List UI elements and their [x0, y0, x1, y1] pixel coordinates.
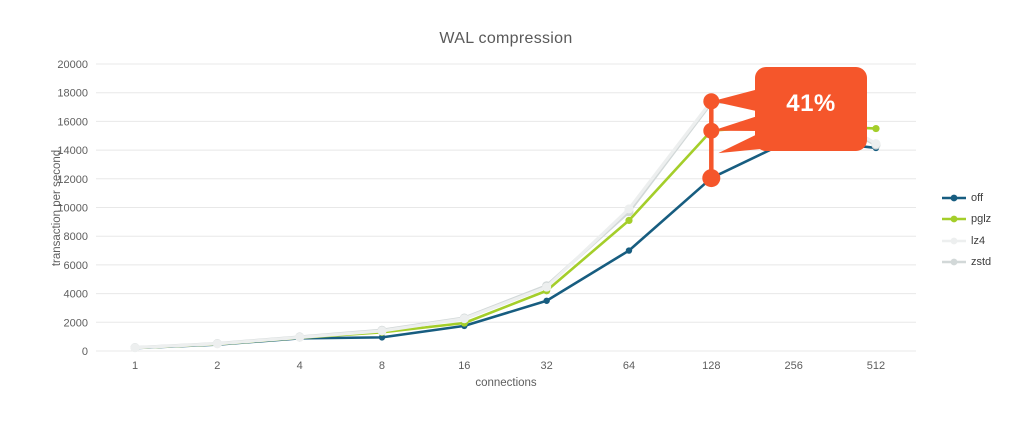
annotation-callout: 41% — [755, 67, 867, 151]
legend-marker-pglz — [942, 215, 966, 223]
y-tick-label: 12000 — [57, 174, 88, 186]
data-point-lz4 — [295, 332, 305, 342]
data-point-off — [378, 334, 386, 341]
legend-marker-off — [942, 194, 966, 202]
legend-label-zstd: zstd — [971, 256, 992, 269]
y-tick-label: 8000 — [64, 231, 88, 243]
annotation-dot — [703, 122, 720, 139]
legend-label-off: off — [971, 191, 984, 204]
legend-label-pglz: pglz — [971, 213, 992, 226]
x-tick-label: 16 — [458, 360, 470, 372]
y-tick-label: 20000 — [57, 59, 88, 71]
data-point-lz4 — [871, 139, 881, 149]
y-tick-label: 18000 — [57, 88, 88, 100]
legend-marker-zstd — [942, 258, 966, 266]
legend-item-off: off — [941, 187, 991, 209]
data-point-lz4 — [212, 339, 222, 349]
series-line-off — [133, 137, 878, 350]
data-point-pglz — [872, 124, 880, 133]
y-tick-label: 6000 — [64, 260, 88, 272]
data-point-off — [625, 247, 633, 254]
y-axis-title: transaction per second — [51, 149, 63, 267]
data-point-lz4 — [130, 343, 140, 353]
x-axis-title: connections — [475, 377, 537, 389]
annotation-dot — [703, 93, 720, 110]
x-tick-label: 1 — [132, 360, 138, 372]
data-point-lz4 — [624, 204, 634, 214]
x-tick-label: 128 — [702, 360, 720, 372]
y-tick-label: 2000 — [64, 317, 88, 329]
data-point-lz4 — [542, 282, 552, 292]
legend-marker-lz4 — [942, 237, 966, 245]
annotation-dot — [702, 169, 721, 188]
y-tick-label: 4000 — [64, 289, 88, 301]
legend-item-pglz: pglz — [941, 209, 991, 231]
x-tick-label: 512 — [867, 360, 885, 372]
x-tick-label: 64 — [623, 360, 635, 372]
x-tick-label: 4 — [297, 360, 303, 372]
data-point-pglz — [625, 216, 633, 225]
y-tick-label: 10000 — [57, 203, 88, 215]
data-point-lz4 — [459, 314, 469, 324]
x-tick-label: 256 — [784, 360, 802, 372]
legend: off pglz lz4 zstd — [941, 187, 991, 273]
chart-title: WAL compression — [439, 30, 573, 47]
data-point-lz4 — [377, 326, 387, 336]
y-tick-label: 14000 — [57, 145, 88, 157]
y-tick-label: 16000 — [57, 116, 88, 128]
legend-item-lz4: lz4 — [941, 230, 991, 252]
legend-label-lz4: lz4 — [971, 234, 986, 247]
x-tick-label: 2 — [214, 360, 220, 372]
x-tick-label: 32 — [541, 360, 553, 372]
legend-item-zstd: zstd — [941, 252, 991, 274]
x-tick-label: 8 — [379, 360, 385, 372]
data-point-off — [543, 297, 550, 304]
y-tick-label: 0 — [82, 346, 88, 358]
